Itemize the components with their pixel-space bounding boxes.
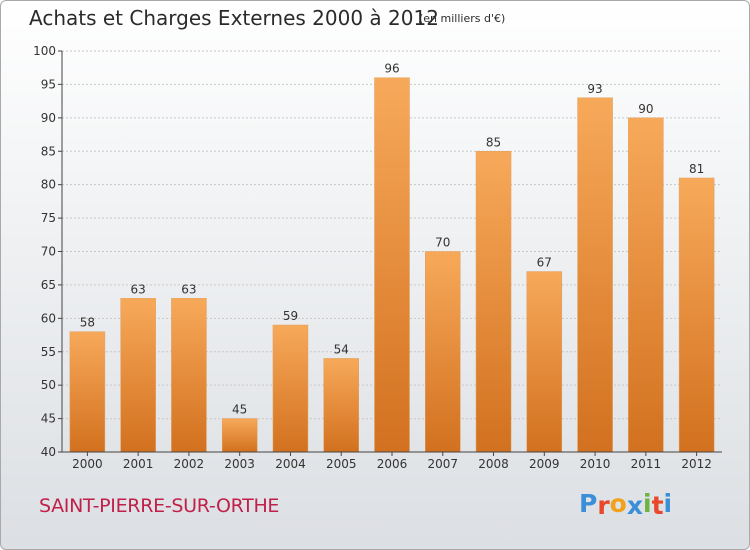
y-tick-label: 100 (33, 44, 56, 58)
y-tick-label: 70 (41, 245, 56, 259)
data-label: 63 (131, 282, 146, 296)
x-tick-label: 2007 (427, 457, 458, 471)
data-label: 54 (334, 342, 349, 356)
data-label: 67 (537, 256, 552, 270)
y-tick-label: 45 (41, 412, 56, 426)
data-label: 90 (638, 102, 653, 116)
logo-letter: i (663, 489, 673, 518)
y-tick-label: 40 (41, 445, 56, 459)
bar-2007 (425, 251, 461, 453)
x-tick-label: 2003 (224, 457, 255, 471)
y-tick-label: 90 (41, 111, 56, 125)
y-tick-label: 80 (41, 178, 56, 192)
x-tick-label: 2005 (326, 457, 357, 471)
data-label: 85 (486, 135, 501, 149)
x-tick-label: 2002 (174, 457, 205, 471)
x-tick-label: 2011 (631, 457, 662, 471)
bar-2001 (120, 298, 156, 453)
bar-2008 (475, 151, 512, 453)
bar-2009 (526, 271, 563, 453)
bar-2002 (171, 298, 207, 453)
x-tick-label: 2008 (478, 457, 509, 471)
data-label: 81 (689, 162, 704, 176)
bars: 58 63 63 45 59 54 96 70 85 67 93 90 81 (69, 62, 715, 453)
logo-letter: r (597, 491, 610, 520)
data-label: 59 (283, 309, 298, 323)
logo-letter: x (626, 491, 643, 520)
data-label: 93 (587, 82, 602, 96)
bar-2000 (69, 331, 106, 453)
data-label: 45 (232, 403, 247, 417)
x-tick-label: 2009 (529, 457, 560, 471)
bar-2010 (577, 97, 613, 453)
bar-2006 (374, 77, 410, 453)
y-tick-label: 60 (41, 311, 56, 325)
proxiti-logo[interactable]: Proxiti (579, 489, 673, 520)
data-label: 96 (384, 62, 399, 76)
y-tick-label: 85 (41, 144, 56, 158)
y-tick-label: 75 (41, 211, 56, 225)
city-name: SAINT-PIERRE-SUR-ORTHE (39, 495, 280, 517)
logo-letter: i (643, 489, 652, 518)
chart-subtitle: (en milliers d'€) (419, 12, 506, 25)
data-label: 63 (181, 282, 196, 296)
logo-letter: t (651, 491, 664, 520)
y-tick-label: 55 (41, 345, 56, 359)
data-label: 58 (80, 316, 95, 330)
bar-2012 (678, 177, 715, 453)
logo-letter: P (579, 489, 598, 518)
bar-2003 (221, 418, 258, 453)
x-tick-label: 2000 (72, 457, 103, 471)
x-tick-label: 2010 (580, 457, 611, 471)
x-tick-label: 2001 (123, 457, 154, 471)
axes: 40 45 50 55 60 65 70 75 80 85 90 95 100 2000 2001 2002 2… (33, 44, 722, 471)
x-tick-label: 2006 (377, 457, 408, 471)
chart-title: Achats et Charges Externes 2000 à 2012 (29, 6, 439, 30)
bar-2011 (628, 117, 664, 453)
logo-letter: o (609, 489, 627, 518)
y-tick-label: 50 (41, 378, 56, 392)
x-tick-label: 2004 (275, 457, 306, 471)
x-tick-label: 2012 (681, 457, 712, 471)
bar-2005 (323, 358, 359, 453)
y-tick-label: 95 (41, 77, 56, 91)
bar-2004 (272, 324, 309, 453)
data-label: 70 (435, 236, 450, 250)
y-tick-label: 65 (41, 278, 56, 292)
